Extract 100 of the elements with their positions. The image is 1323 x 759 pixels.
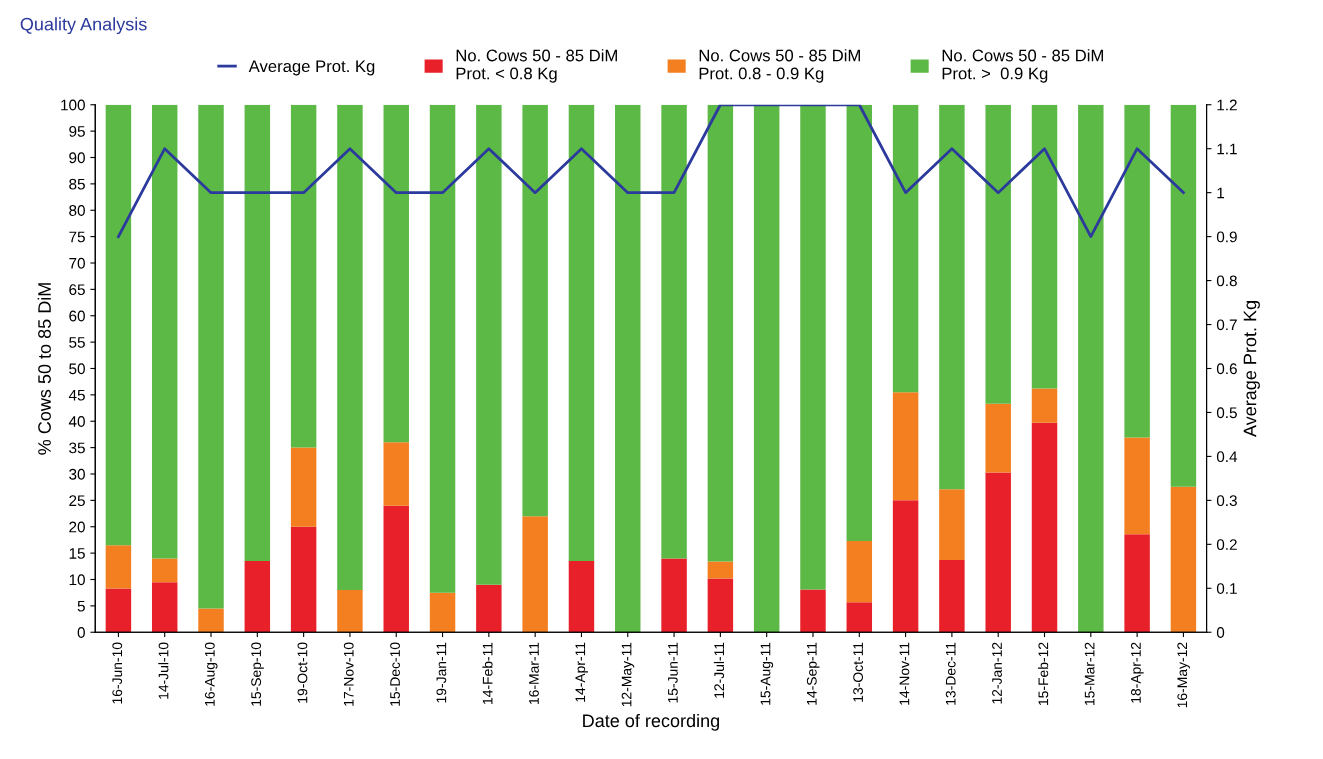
x-tick-label: 12-May-11 <box>621 642 635 707</box>
x-tick-label: 15-Jun-11 <box>668 642 678 703</box>
y2-tick-label: 0.9 <box>1216 231 1237 243</box>
bar <box>707 104 734 562</box>
bar <box>290 526 317 633</box>
bar <box>892 500 919 633</box>
y-tick-label: 20 <box>69 521 85 533</box>
y2-tick-label: 0.8 <box>1216 275 1237 287</box>
y-tick-label: 40 <box>68 416 85 427</box>
bar <box>1031 388 1058 423</box>
bar <box>939 559 965 633</box>
bar <box>151 104 178 559</box>
x-tick-label: 15-Dec-10 <box>390 642 400 706</box>
bar <box>1031 104 1058 389</box>
x-tick-label: 12-Jan-12 <box>992 642 1002 704</box>
y-tick-label: 10 <box>69 574 85 586</box>
legend-label: No. Cows 50 - 85 DiM Prot. > 0.9 Kg <box>942 49 1103 83</box>
x-tick-label: 16-Mar-11 <box>529 642 539 704</box>
y2-tick-label: 0.1 <box>1216 583 1237 594</box>
x-tick-label: 19-Oct-10 <box>297 642 308 703</box>
bar <box>661 558 687 633</box>
bar <box>429 592 456 633</box>
x-tick-label: 15-Mar-12 <box>1084 642 1095 705</box>
x-tick-label: 15-Aug-11 <box>760 642 774 705</box>
bar <box>1124 534 1150 633</box>
bar <box>522 516 548 633</box>
x-tick-label: 16-May-12 <box>1177 642 1190 708</box>
legend-label: No. Cows 50 - 85 DiM Prot. 0.8 - 0.9 Kg <box>699 49 860 83</box>
y2-tick-label: 0.5 <box>1216 407 1237 419</box>
bar <box>244 104 271 562</box>
bar <box>1031 422 1058 633</box>
y-tick-label: 65 <box>69 284 85 296</box>
x-tick-label: 13-Oct-11 <box>853 642 864 702</box>
y-tick-label: 55 <box>69 337 85 348</box>
bar <box>1170 104 1197 487</box>
line-series <box>117 104 1185 239</box>
y2-axis-title: Average Prot. Kg <box>1243 301 1260 438</box>
bar <box>800 589 826 633</box>
y2-tick-label: 1.1 <box>1217 143 1237 155</box>
bar <box>846 104 873 541</box>
y-tick-label: 100 <box>61 99 85 111</box>
bar <box>1170 486 1197 633</box>
y-tick-label: 60 <box>69 310 85 322</box>
bar <box>1078 104 1104 633</box>
bar <box>985 403 1011 473</box>
y2-tick-label: 0.4 <box>1216 451 1238 463</box>
bar <box>522 104 548 517</box>
y-tick-label: 95 <box>69 125 85 137</box>
bar <box>753 104 780 633</box>
bar <box>800 104 826 590</box>
bar <box>244 561 271 633</box>
bar <box>383 505 409 633</box>
bar <box>105 104 132 546</box>
bar <box>1124 104 1150 438</box>
y-tick-label: 15 <box>69 548 85 559</box>
bar <box>290 104 317 448</box>
legend-label: No. Cows 50 - 85 DiM Prot. < 0.8 Kg <box>456 49 617 83</box>
bar <box>615 104 641 633</box>
x-tick-label: 15-Sep-10 <box>251 642 264 706</box>
bar <box>105 545 132 589</box>
x-tick-label: 13-Dec-11 <box>945 642 956 705</box>
bar <box>892 104 919 393</box>
x-axis-title: Date of recording <box>583 713 720 731</box>
y2-tick-label: 0 <box>1216 627 1225 638</box>
bar <box>198 608 224 633</box>
y-tick-label: 50 <box>69 363 85 375</box>
legend-label: Average Prot. Kg <box>248 60 375 76</box>
x-tick-label: 14-Feb-11 <box>482 642 493 704</box>
x-tick-label: 12-Jul-11 <box>713 642 725 698</box>
y-tick-label: 35 <box>69 442 85 454</box>
y2-tick-label: 0.3 <box>1216 495 1237 507</box>
y2-tick-label: 1.2 <box>1217 99 1237 111</box>
y-tick-label: 90 <box>69 152 85 164</box>
y-tick-label: 5 <box>77 600 85 612</box>
x-tick-label: 14-Nov-11 <box>899 642 910 705</box>
bar <box>568 561 595 633</box>
bar <box>476 104 502 585</box>
y-tick-label: 75 <box>69 231 85 243</box>
x-tick-label: 15-Feb-12 <box>1038 642 1049 705</box>
bar <box>429 104 456 593</box>
bar <box>846 602 873 633</box>
bar <box>985 104 1011 404</box>
y-tick-label: 85 <box>69 178 85 190</box>
x-tick-label: 14-Jul-10 <box>158 642 169 699</box>
y-axis-title: % Cows 50 to 85 DiM <box>37 283 51 455</box>
y2-tick-label: 0.6 <box>1216 363 1237 375</box>
chart-title: Quality Analysis <box>20 17 147 35</box>
bar <box>383 104 409 443</box>
bar <box>939 104 965 490</box>
bar <box>151 582 178 633</box>
bar <box>198 104 224 609</box>
bar <box>707 561 734 579</box>
y2-tick-label: 0.2 <box>1216 539 1237 551</box>
y-tick-label: 45 <box>68 389 85 401</box>
bar <box>105 588 132 633</box>
bar <box>846 540 873 603</box>
bar <box>151 558 178 583</box>
bar <box>661 104 687 559</box>
y-tick-label: 25 <box>69 495 85 507</box>
bar <box>337 590 363 633</box>
